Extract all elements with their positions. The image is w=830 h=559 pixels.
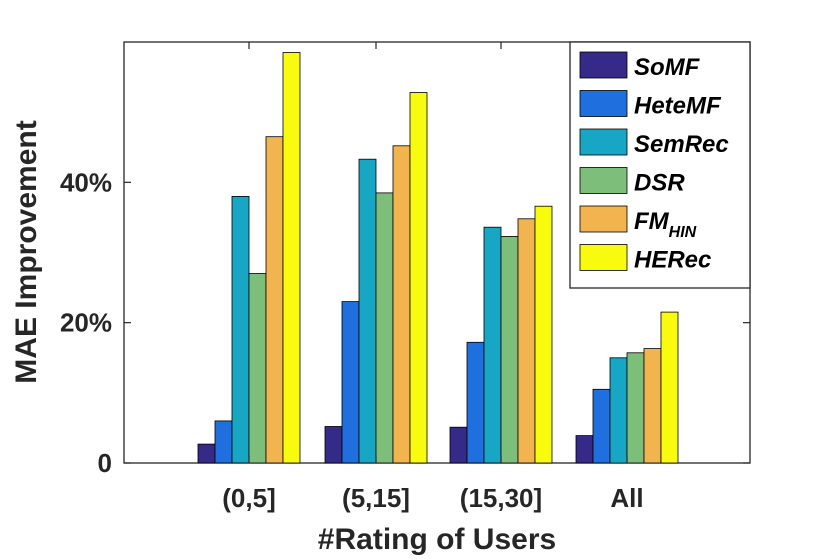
x-tick-label: (15,30]: [460, 483, 542, 513]
bar-somf-3: [575, 435, 594, 464]
bar-hetemf-2: [466, 341, 485, 464]
legend-swatch-somf: [579, 51, 628, 79]
bar-hetemf-1: [341, 301, 360, 464]
bar-hetemf-3: [592, 388, 611, 464]
bar-somf-0: [197, 443, 216, 464]
bar-herec-3: [660, 311, 679, 464]
x-axis-ticks: (0,5] (5,15] (15,30] All: [222, 42, 644, 513]
bar-semrec-2: [483, 226, 502, 464]
legend-label-semrec: SemRec: [634, 131, 729, 158]
legend-swatch-semrec: [579, 128, 628, 156]
y-tick-label: 0: [98, 448, 112, 478]
bars: [197, 52, 679, 464]
bar-fmhin-0: [265, 136, 284, 464]
bar-herec-2: [534, 205, 553, 464]
x-tick-label: All: [610, 483, 643, 513]
y-axis-ticks: 0 20% 40%: [60, 167, 750, 478]
bar-fmhin-2: [517, 218, 536, 464]
bar-fmhin-3: [643, 348, 662, 464]
legend-swatch-herec: [579, 244, 628, 271]
bar-fmhin-1: [392, 145, 411, 464]
bar-semrec-0: [231, 195, 250, 464]
legend-label-herec: HERec: [634, 247, 711, 274]
legend-swatch-fmhin: [579, 205, 628, 233]
x-tick-label: (0,5]: [222, 483, 275, 513]
bar-semrec-1: [358, 158, 377, 464]
bar-hetemf-0: [214, 420, 233, 464]
legend-label-fmhin: FMHIN: [634, 208, 697, 241]
legend-label-hetemf: HeteMF: [634, 93, 722, 120]
bar-dsr-1: [375, 192, 394, 464]
bar-dsr-0: [248, 273, 267, 464]
y-axis-title: MAE Improvement: [10, 120, 43, 383]
bar-herec-1: [409, 92, 428, 464]
x-tick-label: (5,15]: [342, 483, 410, 513]
y-tick-label: 40%: [60, 167, 112, 197]
legend: SoMF HeteMF SemRec DSR FMHIN HERec: [569, 41, 751, 289]
bar-somf-2: [449, 426, 468, 464]
bar-dsr-2: [500, 235, 519, 464]
bar-dsr-3: [626, 352, 645, 464]
x-axis-title: #Rating of Users: [318, 523, 556, 556]
legend-swatch-hetemf: [579, 90, 628, 117]
bar-herec-0: [282, 52, 301, 464]
bar-semrec-3: [609, 357, 628, 464]
bar-somf-1: [324, 426, 343, 464]
legend-label-somf: SoMF: [634, 54, 701, 81]
y-tick-label: 20%: [60, 308, 112, 338]
legend-swatch-dsr: [579, 167, 628, 194]
legend-label-dsr: DSR: [634, 170, 685, 197]
